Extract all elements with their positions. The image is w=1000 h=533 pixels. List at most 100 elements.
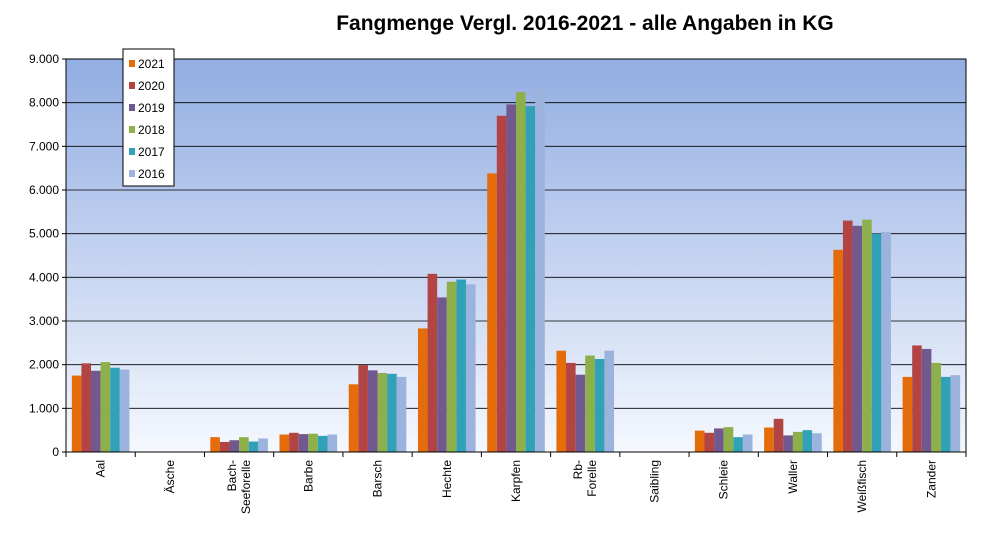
bar — [535, 88, 545, 453]
x-tick-label-line: Weißfisch — [855, 460, 869, 512]
x-tick-label-line: Äsche — [163, 460, 177, 494]
legend: 2021 2020 2019 2018 2017 2016 — [122, 48, 175, 187]
x-tick-label: Waller — [786, 460, 800, 494]
bar — [248, 441, 259, 452]
y-tick-label: 8.000 — [29, 96, 59, 110]
legend-swatch — [129, 60, 135, 67]
x-tick-label-line: Bach- — [225, 460, 239, 491]
bar — [210, 437, 220, 452]
bar — [289, 432, 299, 452]
bar — [298, 434, 309, 452]
bar — [604, 350, 615, 452]
bar — [842, 220, 853, 452]
y-tick-label: 6.000 — [29, 183, 59, 197]
bar — [525, 106, 536, 452]
bar — [279, 434, 290, 452]
bar — [783, 435, 793, 452]
bar — [833, 249, 843, 452]
x-tick-label: Äsche — [163, 460, 177, 494]
legend-box — [122, 48, 175, 187]
bar — [487, 173, 497, 452]
bar — [764, 427, 774, 452]
x-tick-label: Rb- Forelle — [571, 460, 599, 497]
bar — [742, 434, 753, 452]
y-tick-label: 9.000 — [29, 52, 59, 66]
legend-swatch — [129, 170, 135, 177]
x-tick-label: Schleie — [717, 460, 731, 500]
x-tick-label-line: Barsch — [371, 460, 385, 497]
y-tick-label: 0 — [52, 445, 59, 459]
legend-label: 2019 — [138, 101, 165, 115]
bar — [377, 372, 388, 452]
bar — [71, 375, 82, 452]
legend-swatch — [129, 82, 135, 89]
bar — [862, 219, 872, 452]
legend-label: 2018 — [138, 123, 165, 137]
bar — [723, 427, 734, 452]
bar — [446, 281, 457, 452]
bar — [802, 430, 813, 452]
bar — [902, 376, 913, 452]
x-tick-label: Bach- Seeforelle — [225, 460, 253, 514]
bar — [871, 233, 882, 452]
bar — [704, 432, 715, 452]
x-tick-label-line: Karpfen — [509, 460, 523, 502]
bar — [317, 435, 328, 452]
bar — [921, 348, 932, 452]
legend-label: 2016 — [138, 167, 165, 181]
bar — [91, 370, 101, 452]
bar — [367, 370, 378, 452]
bar — [387, 373, 397, 452]
bar — [881, 231, 891, 452]
bar — [852, 225, 863, 452]
legend-swatch — [129, 148, 135, 155]
bar — [950, 375, 961, 452]
bar — [258, 438, 268, 452]
x-tick-label-line: Aal — [94, 460, 108, 477]
bar — [812, 433, 822, 452]
chart-title: Fangmenge Vergl. 2016-2021 - alle Angabe… — [336, 12, 834, 35]
y-tick-label: 3.000 — [29, 314, 59, 328]
bar — [575, 374, 586, 452]
legend-swatch — [129, 126, 135, 133]
bar — [465, 284, 476, 452]
bar — [594, 358, 605, 452]
bar — [585, 355, 595, 452]
y-tick-label: 4.000 — [29, 270, 59, 284]
x-tick-label-line: Zander — [924, 460, 938, 498]
bar — [912, 345, 922, 452]
bar — [516, 92, 526, 452]
y-tick-label: 7.000 — [29, 139, 59, 153]
bar — [733, 437, 743, 452]
bar — [110, 367, 120, 452]
bar — [506, 104, 516, 452]
bar — [940, 376, 951, 452]
bar — [792, 431, 803, 452]
y-tick-label: 1.000 — [29, 401, 59, 415]
x-tick-label: Hechte — [440, 460, 454, 498]
x-tick-label-line: Seeforelle — [239, 460, 253, 514]
bar — [773, 418, 784, 452]
bar — [229, 440, 240, 452]
bar — [358, 365, 368, 452]
y-tick-label: 2.000 — [29, 358, 59, 372]
x-tick-label: Aal — [94, 460, 108, 477]
x-tick-label-line: Rb- — [571, 460, 585, 479]
legend-label: 2020 — [138, 79, 165, 93]
x-tick-label: Karpfen — [509, 460, 523, 502]
x-tick-label-line: Saibling — [647, 460, 661, 503]
bar — [714, 428, 724, 452]
bars — [71, 88, 961, 453]
bar — [219, 441, 230, 452]
x-tick-label-line: Barbe — [301, 460, 315, 492]
x-tick-label: Saibling — [647, 460, 661, 503]
x-tick-label: Barbe — [301, 460, 315, 492]
bar — [566, 362, 576, 452]
bar — [327, 434, 338, 452]
bar — [396, 376, 407, 452]
x-tick-label-line: Schleie — [717, 460, 731, 500]
legend-label: 2017 — [138, 145, 165, 159]
y-tick-label: 5.000 — [29, 227, 59, 241]
bar — [437, 297, 447, 452]
